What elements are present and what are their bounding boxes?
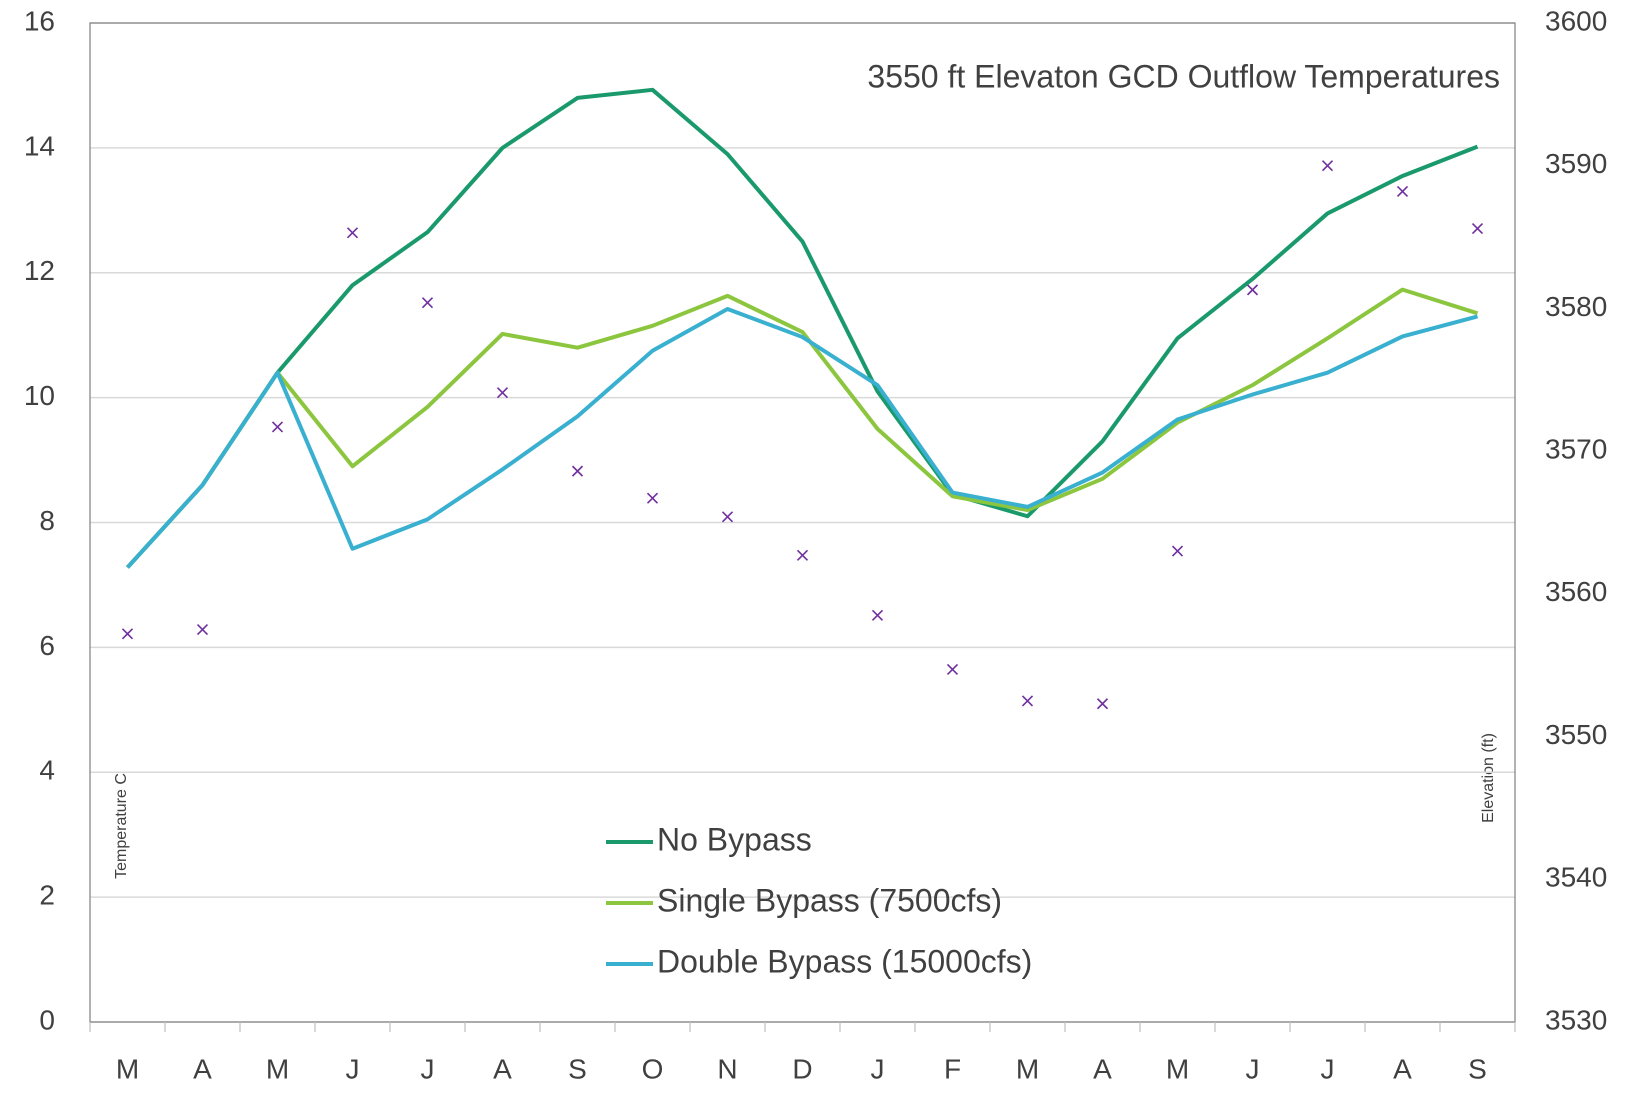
x-tick-label: J (1246, 1053, 1260, 1084)
y-tick-label: 8 (39, 505, 55, 536)
scatter-marker (1396, 185, 1409, 197)
legend-label: No Bypass (657, 821, 812, 857)
y-axis-title: Temperature C (113, 773, 130, 879)
x-tick-label: A (1393, 1053, 1412, 1084)
series-line (126, 306, 1479, 569)
scatter-marker (1246, 284, 1259, 296)
y-tick-label: 4 (39, 755, 55, 786)
y-tick-label: 12 (24, 255, 55, 286)
y2-tick-label: 3600 (1545, 5, 1607, 36)
plot-frame (89, 22, 1516, 1023)
x-tick-label: A (493, 1053, 512, 1084)
x-tick-label: M (1016, 1053, 1039, 1084)
scatter-marker (796, 549, 809, 561)
series-line (126, 287, 1479, 569)
scatter-marker (1171, 545, 1184, 557)
x-tick-label: J (871, 1053, 885, 1084)
x-tick-label: A (1093, 1053, 1112, 1084)
y-tick-label: 16 (24, 5, 55, 36)
x-tick-label: S (1468, 1053, 1487, 1084)
x-tick-label: J (421, 1053, 435, 1084)
x-tick-label: M (1166, 1053, 1189, 1084)
y2-tick-label: 3590 (1545, 148, 1607, 179)
scatter-marker (1471, 222, 1484, 235)
scatter-marker (1321, 160, 1334, 172)
x-tick-label: J (1321, 1053, 1335, 1084)
x-tick-label: F (944, 1053, 961, 1084)
scatter-marker (271, 421, 284, 433)
y2-tick-label: 3570 (1545, 434, 1607, 465)
scatter-marker (871, 609, 884, 621)
chart-title: 3550 ft Elevaton GCD Outflow Temperature… (867, 58, 1500, 94)
y-tick-label: 6 (39, 630, 55, 661)
scatter-marker (421, 297, 434, 309)
scatter-marker (946, 663, 959, 676)
y2-tick-label: 3560 (1545, 576, 1607, 607)
y2-tick-label: 3540 (1545, 862, 1607, 893)
x-tick-label: N (717, 1053, 737, 1084)
y-tick-label: 2 (39, 880, 55, 911)
series-line (126, 87, 1479, 569)
x-tick-label: D (792, 1053, 812, 1084)
scatter-marker (346, 227, 359, 239)
x-tick-label: O (642, 1053, 664, 1084)
y2-tick-label: 3530 (1545, 1004, 1607, 1035)
scatter-marker (1096, 698, 1109, 710)
x-tick-label: M (266, 1053, 289, 1084)
y2-tick-label: 3580 (1545, 291, 1607, 322)
scatter-marker (1021, 695, 1034, 707)
scatter-marker (646, 492, 659, 504)
x-tick-label: S (568, 1053, 587, 1084)
x-tick-label: A (193, 1053, 212, 1084)
scatter-marker (121, 628, 134, 640)
y-tick-label: 10 (24, 380, 55, 411)
y-tick-label: 0 (39, 1004, 55, 1035)
legend-label: Double Bypass (15000cfs) (657, 943, 1032, 979)
scatter-marker (196, 623, 209, 636)
x-tick-label: J (346, 1053, 360, 1084)
scatter-marker (571, 465, 584, 477)
scatter-marker (721, 511, 734, 523)
y2-tick-label: 3550 (1545, 719, 1607, 750)
y-tick-label: 14 (24, 130, 55, 161)
legend-label: Single Bypass (7500cfs) (657, 882, 1002, 918)
x-tick-label: M (116, 1053, 139, 1084)
scatter-marker (496, 387, 509, 399)
y2-axis-title: Elevation (ft) (1480, 733, 1497, 823)
